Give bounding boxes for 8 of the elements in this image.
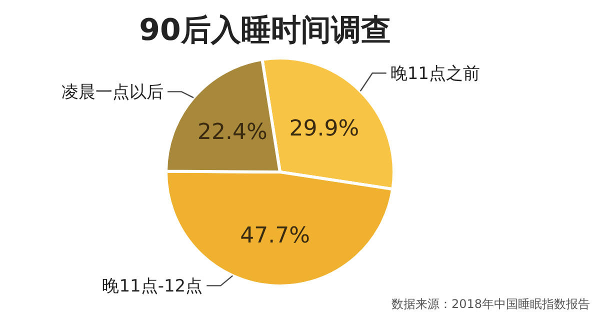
data-label: 29.9% — [289, 116, 360, 142]
data-label: 47.7% — [240, 224, 310, 249]
slice-label: 晚11点-12点 — [102, 276, 203, 297]
source-note: 数据来源：2018年中国睡眠指数报告 — [391, 297, 590, 311]
slice-label: 晚11点之前 — [390, 64, 480, 84]
data-label: 22.4% — [198, 120, 268, 146]
slice-label: 凌晨一点以后 — [62, 82, 164, 103]
chart-title: 90后入睡时间调查 — [139, 13, 391, 48]
